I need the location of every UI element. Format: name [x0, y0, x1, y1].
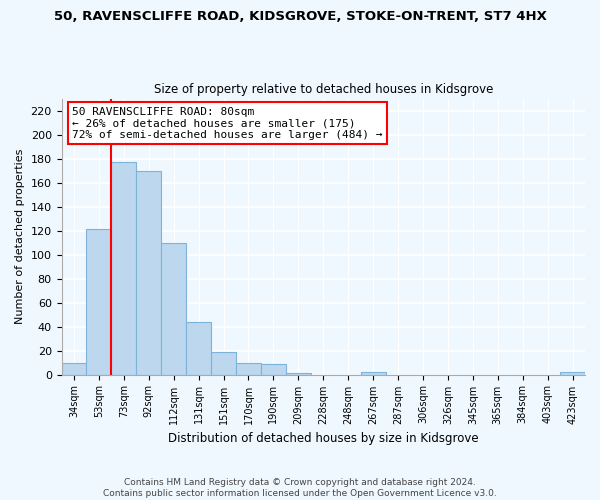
Bar	[236, 362, 261, 374]
Bar	[112, 162, 136, 374]
Bar	[361, 372, 386, 374]
Bar	[86, 230, 112, 374]
Bar	[186, 322, 211, 374]
Title: Size of property relative to detached houses in Kidsgrove: Size of property relative to detached ho…	[154, 83, 493, 96]
Bar	[261, 364, 286, 374]
Y-axis label: Number of detached properties: Number of detached properties	[15, 149, 25, 324]
Text: 50, RAVENSCLIFFE ROAD, KIDSGROVE, STOKE-ON-TRENT, ST7 4HX: 50, RAVENSCLIFFE ROAD, KIDSGROVE, STOKE-…	[53, 10, 547, 23]
Bar	[211, 352, 236, 374]
Bar	[161, 242, 186, 374]
Text: Contains HM Land Registry data © Crown copyright and database right 2024.
Contai: Contains HM Land Registry data © Crown c…	[103, 478, 497, 498]
Bar	[62, 362, 86, 374]
X-axis label: Distribution of detached houses by size in Kidsgrove: Distribution of detached houses by size …	[168, 432, 479, 445]
Bar	[136, 170, 161, 374]
Text: 50 RAVENSCLIFFE ROAD: 80sqm
← 26% of detached houses are smaller (175)
72% of se: 50 RAVENSCLIFFE ROAD: 80sqm ← 26% of det…	[72, 107, 382, 140]
Bar	[560, 372, 585, 374]
